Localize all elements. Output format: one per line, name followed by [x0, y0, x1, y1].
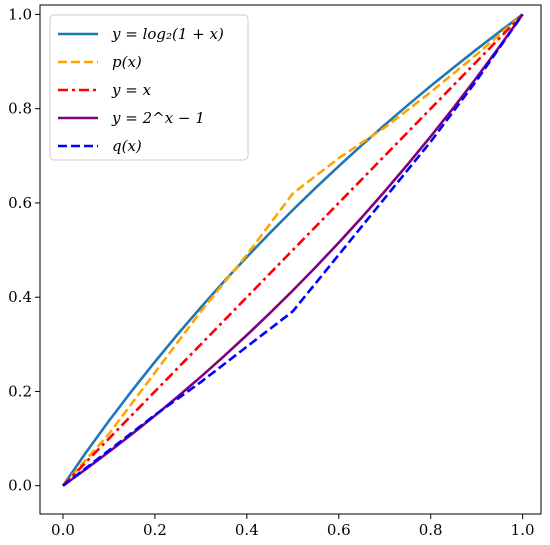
- series-line-2: [62, 13, 524, 487]
- x-tick-label: 0.6: [327, 521, 351, 539]
- y-tick-label: 0.4: [8, 288, 32, 306]
- x-tick-label: 1.0: [511, 521, 535, 539]
- y-tick-label: 0.0: [8, 477, 32, 495]
- x-tick-label: 0.4: [235, 521, 259, 539]
- y-tick-label: 1.0: [8, 5, 32, 23]
- y-tick-label: 0.2: [8, 382, 32, 400]
- series-line-1: [62, 13, 524, 487]
- legend-label-3: y = 2^x − 1: [111, 109, 205, 127]
- x-axis-ticks: 0.0 0.2 0.4 0.6 0.8 1.0: [51, 514, 535, 539]
- plot-frame: [39, 4, 542, 515]
- legend-box: [49, 14, 249, 161]
- legend-label-2: y = x: [111, 81, 152, 99]
- x-tick-label: 0.0: [51, 521, 75, 539]
- legend-label-0: y = log₂(1 + x): [111, 25, 224, 43]
- series-line-0: [61, 13, 524, 487]
- x-tick-label: 0.2: [143, 521, 167, 539]
- series-layer: [61, 13, 524, 487]
- legend-label-1: p(x): [112, 53, 142, 71]
- y-axis-ticks: 0.0 0.2 0.4 0.6 0.8 1.0: [8, 5, 40, 495]
- x-tick-label: 0.8: [419, 521, 443, 539]
- series-line-4: [62, 13, 524, 487]
- y-tick-label: 0.8: [8, 100, 32, 118]
- legend: y = log₂(1 + x) p(x) y = x y = 2^x − 1 q(x): [49, 14, 249, 161]
- y-tick-label: 0.6: [8, 194, 32, 212]
- legend-label-4: q(x): [112, 137, 142, 155]
